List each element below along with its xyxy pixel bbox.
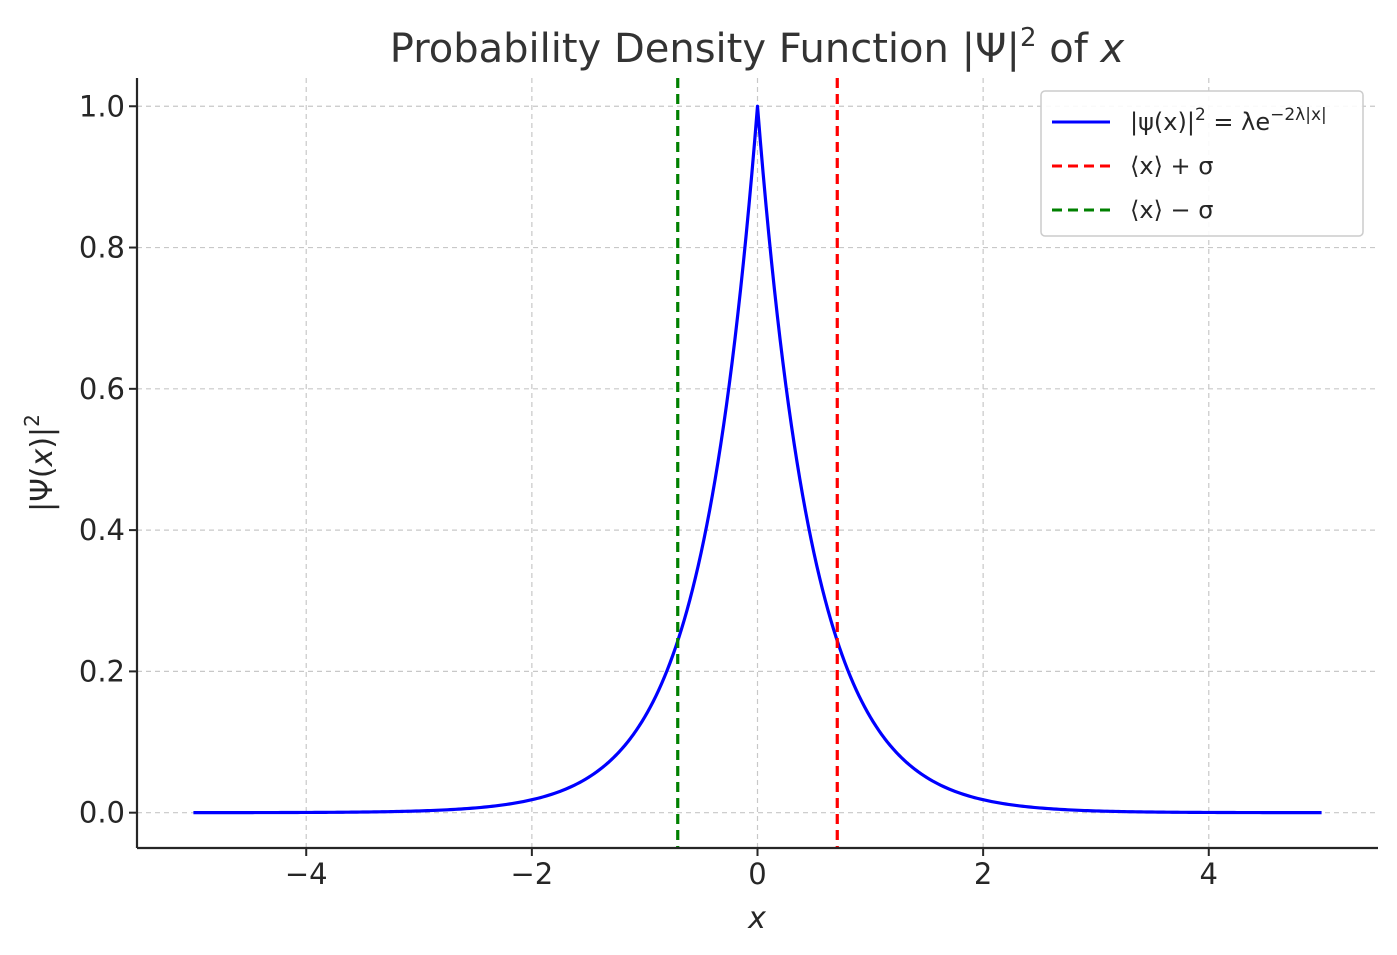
grid [137,78,1378,848]
x-axis-label: x [747,901,766,936]
x-tick-label: −2 [510,857,553,891]
legend: |ψ(x)|2 = λe−2λ|x| ⟨x⟩ + σ ⟨x⟩ − σ [1040,90,1364,237]
legend-label-minus-sigma: ⟨x⟩ − σ [1130,196,1214,224]
y-tick-label: 0.6 [79,372,125,406]
density-curve [193,104,1322,815]
legend-label-plus-sigma: ⟨x⟩ + σ [1130,152,1214,180]
x-tick-label: −4 [285,857,328,891]
y-tick-label: 0.4 [79,513,125,547]
chart-title: Probability Density Function |Ψ|2 of x [390,23,1125,72]
x-tick-label: 4 [1200,857,1218,891]
x-tick-label: 2 [974,857,992,891]
y-tick-label: 0.0 [79,796,125,830]
legend-label-density: |ψ(x)|2 = λe−2λ|x| [1130,105,1327,136]
y-tick-label: 1.0 [79,89,125,123]
y-tick-label: 0.8 [79,231,125,265]
plot-series [193,78,1322,848]
ticks: −4 −2 0 2 4 0.0 0.2 0.4 0.6 0.8 1.0 [79,89,1218,891]
y-tick-label: 0.2 [79,654,125,688]
x-tick-label: 0 [748,857,766,891]
y-axis-label: |Ψ(x)|2 [20,414,60,512]
legend-box [1040,90,1364,237]
